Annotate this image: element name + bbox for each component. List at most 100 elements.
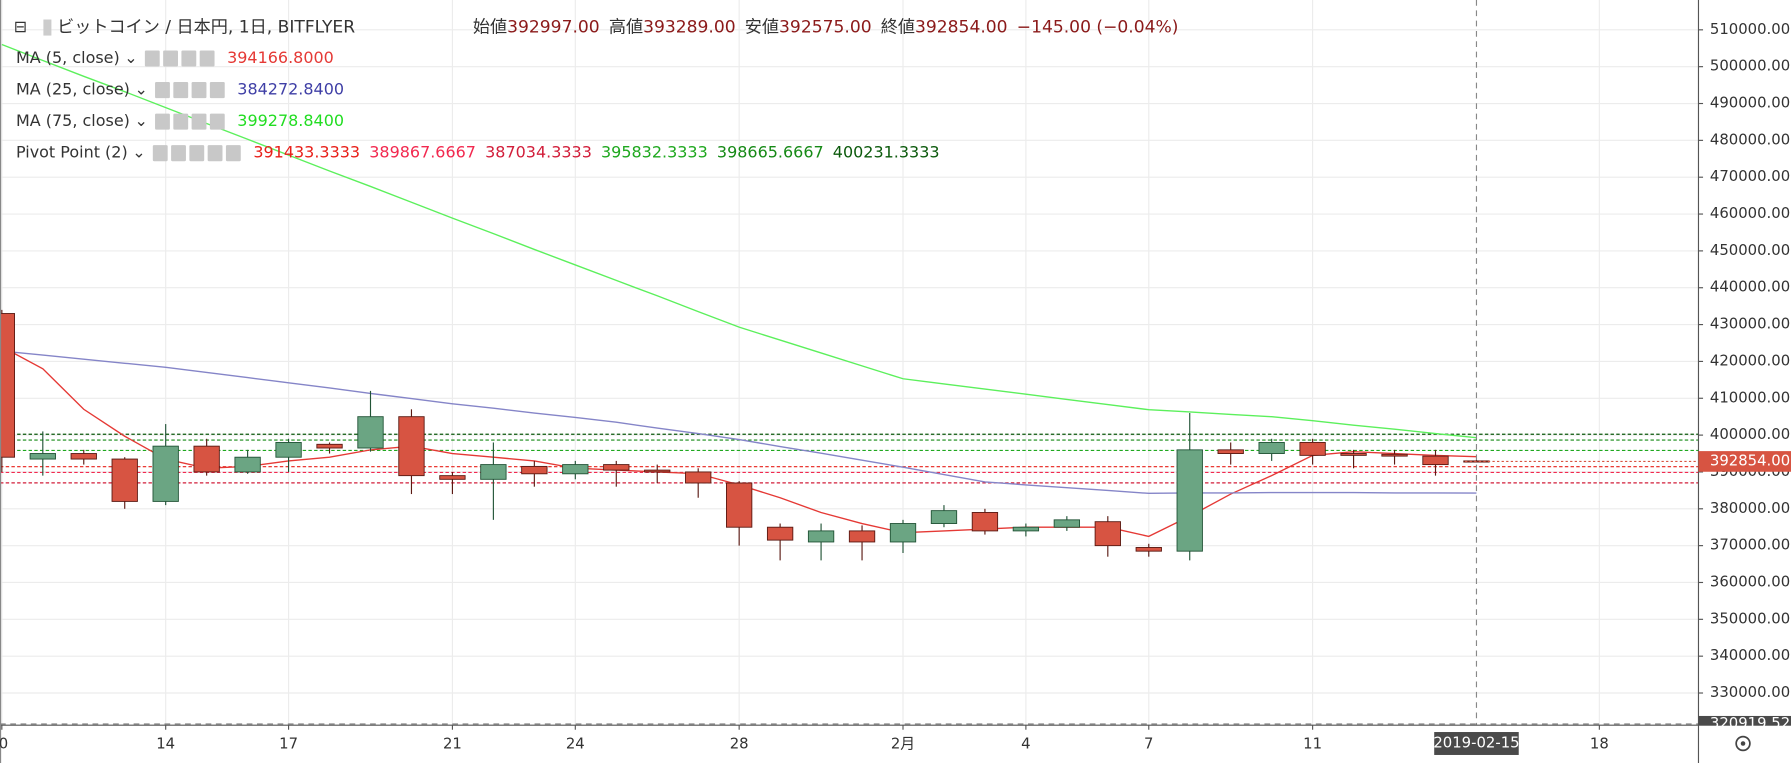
symbol-title[interactable]: ビットコイン / 日本円, 1日, BITFLYER — [57, 18, 355, 38]
indicator-button[interactable] — [207, 145, 223, 162]
candle-body — [29, 453, 56, 460]
indicator-value: 399278.8400 — [237, 111, 344, 130]
ohlc-value: 392854.00 — [915, 18, 1008, 38]
ohlc-value: 392997.00 — [507, 18, 600, 38]
y-tick-label: 510000.00 — [1710, 20, 1790, 38]
x-tick-label: 21 — [443, 735, 462, 753]
last-price-box — [1698, 451, 1791, 472]
indicator-button[interactable] — [191, 113, 207, 130]
x-tick-label: 28 — [730, 735, 749, 753]
y-tick-label: 340000.00 — [1710, 646, 1790, 664]
y-tick-label: 370000.00 — [1710, 536, 1790, 554]
indicator-button[interactable] — [171, 145, 186, 162]
x-tick-label: 18 — [1590, 735, 1609, 753]
candle-body — [889, 523, 917, 543]
dropdown-icon: ⌄ — [132, 143, 145, 162]
indicator-button[interactable] — [189, 145, 205, 162]
x-tick-label: 11 — [1303, 735, 1322, 753]
indicator-button[interactable] — [191, 82, 207, 99]
indicator-value: 394166.8000 — [227, 48, 334, 67]
pivot-value: 400231.3333 — [833, 143, 940, 162]
pivot-value: 389867.6667 — [369, 143, 476, 162]
ohlc-label: 終値 — [881, 18, 915, 38]
indicator-button[interactable] — [209, 113, 225, 130]
x-tick-label: 17 — [279, 735, 298, 753]
candle-body — [275, 442, 302, 458]
indicator-name[interactable]: MA (5, close) — [16, 48, 120, 67]
y-tick-label: 350000.00 — [1710, 609, 1790, 627]
candle-body — [1340, 453, 1367, 456]
candle-body — [398, 416, 425, 477]
axes: 510000.00 500000.00 490000.00 480000.00 4700… — [0, 20, 1791, 755]
x-tick-label: 4 — [1021, 735, 1030, 753]
indicator-name[interactable]: MA (25, close) — [16, 80, 130, 99]
candle-body — [1012, 526, 1040, 532]
candle-body — [1299, 442, 1326, 456]
ohlc-value: 393289.00 — [643, 18, 736, 38]
y-tick-label: 450000.00 — [1710, 241, 1790, 259]
ohlc-label: 安値 — [745, 18, 779, 38]
collapse-icon[interactable]: ⊟ — [14, 17, 27, 36]
dropdown-icon: ⌄ — [124, 48, 137, 67]
pivot-value: 387034.3333 — [485, 143, 592, 162]
indicator-button[interactable] — [144, 50, 160, 67]
x-tick-label: 14 — [156, 735, 175, 753]
ohlc-label: 始値 — [473, 18, 507, 38]
candle-body — [603, 464, 630, 471]
indicator-name[interactable]: Pivot Point (2) — [16, 143, 128, 162]
candle-body — [1135, 547, 1162, 552]
pivot-value: 391433.3333 — [253, 143, 360, 162]
candle-body — [644, 469, 671, 473]
indicator-button[interactable] — [152, 145, 168, 162]
y-tick-label: 480000.00 — [1710, 130, 1790, 148]
indicator-button[interactable] — [173, 82, 189, 99]
change: −145.00 (−0.04%) — [1017, 18, 1179, 38]
indicator-button[interactable] — [181, 50, 197, 67]
x-tick-label: 7 — [1144, 735, 1153, 753]
crosshair-date: 2019-02-15 — [1433, 733, 1519, 751]
dropdown-icon: ⌄ — [134, 80, 147, 99]
ohlc-value: 392575.00 — [779, 18, 872, 38]
indicator-button[interactable] — [173, 113, 189, 130]
x-tick-label: 24 — [566, 735, 585, 753]
x-tick-label: 0 — [0, 735, 8, 753]
x-tick-label: 2月 — [891, 735, 915, 753]
indicator-button[interactable] — [155, 82, 170, 99]
y-tick-label: 430000.00 — [1710, 315, 1790, 333]
candle-body — [193, 445, 220, 473]
candle-body — [930, 510, 958, 524]
candle-body — [521, 465, 548, 475]
crosshair-date-box — [1434, 732, 1519, 755]
y-tick-label: 330000.00 — [1710, 683, 1790, 701]
candle-body — [1422, 455, 1449, 466]
symbol-icon — [43, 19, 52, 36]
indicator-button[interactable] — [199, 50, 215, 67]
indicator-button[interactable] — [225, 145, 241, 162]
candle-body — [726, 482, 753, 528]
settings-icon[interactable] — [1735, 735, 1751, 752]
indicator-button[interactable] — [163, 50, 178, 67]
y-tick-label: 460000.00 — [1710, 204, 1790, 222]
crosshair-price: 320919.52 — [1710, 714, 1790, 732]
indicator-name[interactable]: MA (75, close) — [16, 111, 130, 130]
candle-body — [111, 458, 138, 502]
candle-body — [1176, 449, 1203, 552]
candle-body — [685, 471, 712, 484]
y-tick-label: 360000.00 — [1710, 572, 1790, 590]
indicator-button[interactable] — [155, 113, 170, 130]
indicator-button[interactable] — [209, 82, 225, 99]
y-tick-label: 440000.00 — [1710, 278, 1790, 296]
candle-body — [152, 445, 179, 502]
legend: ⊟ ビットコイン / 日本円, 1日, BITFLYER 始値392997.00… — [14, 17, 1179, 162]
dropdown-icon: ⌄ — [134, 111, 147, 130]
candle-body — [234, 456, 261, 473]
plot — [0, 0, 1699, 726]
y-tick-label: 490000.00 — [1710, 93, 1790, 111]
y-tick-label: 400000.00 — [1710, 425, 1790, 443]
candle-body — [766, 526, 794, 541]
candle-body — [807, 530, 835, 543]
last-price-label: 392854.00 — [1710, 451, 1790, 469]
candle-body — [480, 464, 507, 480]
candle-body — [848, 530, 876, 543]
